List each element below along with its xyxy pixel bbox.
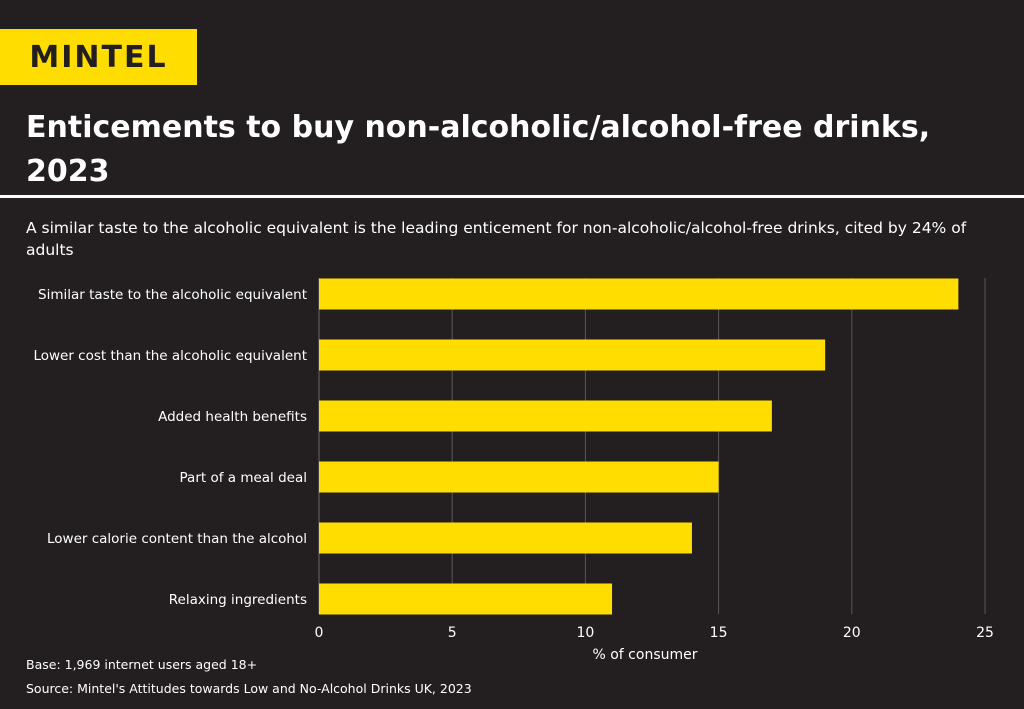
title-divider: [0, 195, 1024, 198]
category-labels: Similar taste to the alcoholic equivalen…: [33, 287, 307, 608]
mintel-logo: MINTEL: [0, 29, 197, 85]
chart-subtitle: A similar taste to the alcoholic equival…: [26, 219, 967, 259]
x-tick-label: 15: [710, 625, 728, 641]
logo-text: MINTEL: [29, 39, 168, 75]
x-tick-label: 5: [448, 625, 457, 641]
bar: [319, 583, 613, 615]
bar: [319, 522, 692, 554]
x-tick-labels: 0 5 10 15 20 25: [315, 625, 994, 641]
source-note: Source: Mintel's Attitudes towards Low a…: [26, 681, 472, 696]
category-label: Lower cost than the alcoholic equivalent: [33, 348, 307, 364]
bars: [319, 278, 959, 615]
x-tick-label: 0: [315, 625, 324, 641]
bar: [319, 400, 772, 432]
category-label: Part of a meal deal: [180, 470, 307, 486]
category-label: Added health benefits: [158, 409, 307, 425]
grid-lines: [318, 278, 986, 614]
bar: [319, 278, 959, 310]
chart-title: Enticements to buy non-alcoholic/alcohol…: [26, 110, 931, 189]
x-tick-label: 10: [576, 625, 594, 641]
x-axis-label: % of consumer: [592, 647, 697, 663]
category-label: Lower calorie content than the alcohol: [47, 531, 307, 547]
bar: [319, 339, 826, 371]
x-tick-label: 25: [976, 625, 994, 641]
base-note: Base: 1,969 internet users aged 18+: [26, 657, 258, 672]
bar: [319, 461, 719, 493]
x-tick-label: 20: [843, 625, 861, 641]
category-label: Similar taste to the alcoholic equivalen…: [38, 287, 307, 303]
category-label: Relaxing ingredients: [169, 592, 307, 608]
